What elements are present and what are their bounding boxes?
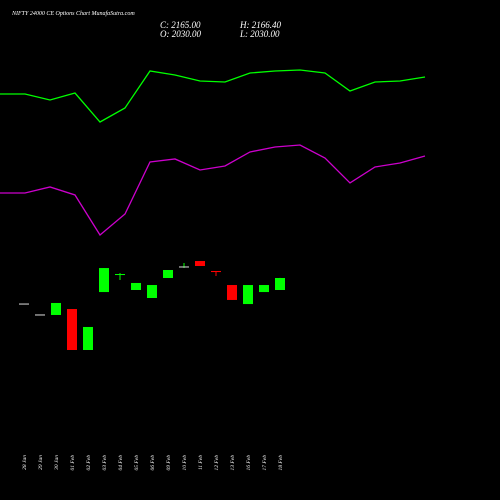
candle-body bbox=[227, 285, 237, 300]
chart-title: NIFTY 24000 CE Options Chart MunafaSutra… bbox=[11, 10, 135, 17]
candle-body bbox=[115, 274, 125, 276]
x-tick-label: 05 Feb bbox=[134, 455, 140, 471]
candle-body bbox=[147, 285, 157, 298]
candle-body bbox=[83, 326, 93, 350]
x-tick-label: 29 Jan bbox=[38, 455, 44, 470]
info-high: H: 2166.40 bbox=[239, 20, 281, 30]
line-series bbox=[0, 144, 426, 236]
x-tick-label: 13 Feb bbox=[230, 455, 236, 471]
info-open: O: 2030.00 bbox=[160, 29, 201, 39]
x-tick-label: 06 Feb bbox=[150, 455, 156, 471]
info-close: C: 2165.00 bbox=[160, 20, 201, 30]
candle-body bbox=[243, 285, 253, 305]
x-tick-label: 02 Feb bbox=[86, 455, 92, 471]
x-tick-label: 18 Feb bbox=[278, 455, 284, 471]
x-tick-label: 30 Jan bbox=[54, 455, 60, 471]
x-tick-label: 03 Feb bbox=[102, 455, 108, 471]
candle-body bbox=[211, 270, 221, 273]
x-tick-label: 04 Feb bbox=[117, 455, 124, 471]
x-tick-label: 12 Feb bbox=[214, 455, 220, 471]
candle-body bbox=[99, 268, 109, 293]
candle-body bbox=[19, 303, 29, 305]
x-tick-label: 28 Jan bbox=[22, 455, 28, 470]
x-tick-label: 17 Feb bbox=[262, 455, 268, 471]
x-tick-label: 10 Feb bbox=[182, 455, 188, 471]
candle-body bbox=[67, 309, 77, 350]
x-tick-label: 01 Feb bbox=[70, 455, 76, 471]
candle-body bbox=[131, 282, 141, 290]
line-series bbox=[0, 69, 426, 123]
candle-body bbox=[259, 285, 269, 293]
candle-body bbox=[195, 261, 205, 266]
candle-body bbox=[275, 278, 285, 290]
info-low: L: 2030.00 bbox=[239, 29, 280, 39]
candle-body bbox=[51, 302, 61, 315]
x-tick-label: 16 Feb bbox=[246, 455, 252, 471]
x-tick-label: 11 Feb bbox=[198, 455, 204, 470]
candle-body bbox=[163, 270, 173, 278]
candle-body bbox=[35, 314, 45, 316]
candle-body bbox=[179, 266, 189, 268]
x-tick-label: 09 Feb bbox=[166, 455, 172, 471]
